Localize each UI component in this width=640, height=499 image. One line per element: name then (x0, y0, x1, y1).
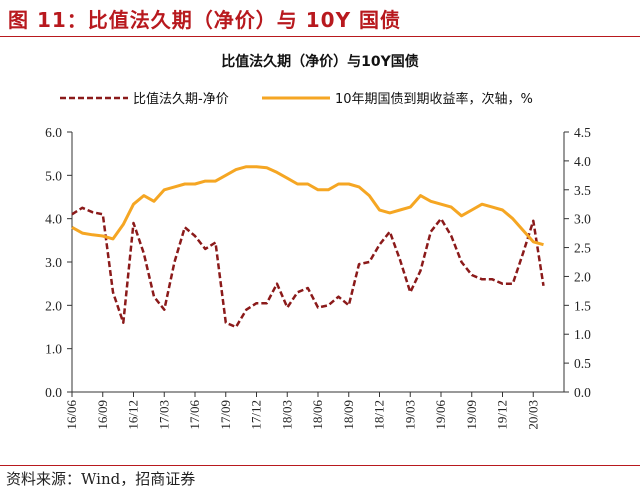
left-tick-label: 6.0 (45, 125, 62, 140)
left-tick-label: 5.0 (45, 168, 62, 183)
x-tick-label: 18/03 (279, 400, 294, 430)
series-line-1 (71, 206, 545, 329)
x-tick-label: 19/06 (433, 400, 448, 430)
left-tick-label: 4.0 (45, 212, 62, 227)
axes: 0.0 1.0 2.0 3.0 4.0 5.0 6.0 0.0 0.5 1.0 1.5 2.0 2.5 3… (45, 125, 591, 430)
right-tick-label: 2.5 (574, 241, 591, 256)
left-tick-label: 3.0 (45, 255, 62, 270)
legend: 比值法久期-净价 10年期国债到期收益率，次轴，% (60, 91, 533, 107)
x-tick-label: 16/12 (126, 400, 141, 430)
x-tick-label: 19/12 (495, 400, 510, 430)
x-tick-label: 17/09 (218, 400, 233, 430)
right-tick-label: 3.0 (574, 212, 591, 227)
right-tick-label: 0.5 (574, 356, 591, 371)
chart-title: 比值法久期（净价）与10Y国债 (221, 53, 419, 70)
left-tick-label: 0.0 (45, 385, 62, 400)
right-tick-label: 4.0 (574, 154, 591, 169)
series-layer (71, 165, 545, 329)
source-note: 资料来源：Wind，招商证券 (6, 470, 196, 488)
x-tick-label: 17/03 (156, 400, 171, 430)
x-tick-label: 16/09 (95, 400, 110, 430)
x-tick-label: 18/09 (341, 400, 356, 430)
figure-title: 图 11：比值法久期（净价）与 10Y 国债 (8, 8, 402, 32)
series-line-2 (71, 165, 544, 247)
right-tick-label: 1.0 (574, 327, 591, 342)
right-tick-label: 3.5 (574, 183, 591, 198)
bottom-rule (0, 465, 640, 466)
legend-label-2: 10年期国债到期收益率，次轴，% (335, 91, 533, 107)
x-tick-label: 16/06 (64, 400, 79, 430)
x-tick-label: 18/12 (372, 400, 387, 430)
x-tick-label: 17/06 (187, 400, 202, 430)
x-tick-label: 17/12 (249, 400, 264, 430)
x-tick-label: 19/09 (464, 400, 479, 430)
x-tick-label: 20/03 (525, 400, 540, 430)
left-tick-label: 2.0 (45, 298, 62, 313)
right-tick-label: 4.5 (574, 125, 591, 140)
right-tick-label: 1.5 (574, 298, 591, 313)
right-tick-label: 2.0 (574, 269, 591, 284)
top-rule (0, 36, 640, 37)
legend-label-1: 比值法久期-净价 (133, 91, 229, 107)
x-tick-label: 18/06 (310, 400, 325, 430)
right-tick-label: 0.0 (574, 385, 591, 400)
x-tick-label: 19/03 (402, 400, 417, 430)
left-tick-label: 1.0 (45, 342, 62, 357)
